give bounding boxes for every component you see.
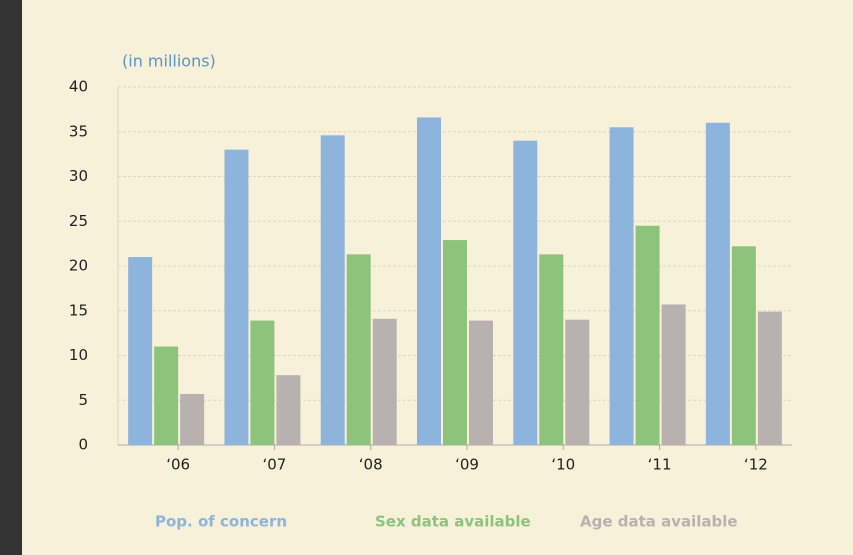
x-tick-label: ‘12 [744, 456, 768, 474]
y-tick-label: 35 [69, 122, 88, 140]
bar [469, 320, 493, 445]
bar [320, 135, 345, 445]
bar [513, 140, 538, 445]
legend-label: Pop. of concern [155, 513, 287, 531]
bar [128, 257, 153, 445]
bar [250, 320, 275, 445]
bar [224, 149, 249, 445]
x-tick-label: ‘06 [166, 456, 190, 474]
bar [539, 254, 564, 445]
bar [609, 127, 634, 446]
bar [276, 375, 301, 445]
bar [635, 225, 660, 445]
bar [154, 346, 179, 445]
y-tick-label: 40 [69, 78, 88, 96]
x-tick-label: ‘08 [359, 456, 383, 474]
unit-label: (in millions) [122, 52, 216, 71]
bar [180, 393, 205, 445]
y-tick-label: 15 [69, 301, 88, 319]
x-tick-label: ‘11 [648, 456, 672, 474]
left-strip [0, 0, 22, 555]
legend-label: Sex data available [375, 513, 531, 531]
bar [417, 117, 441, 446]
x-tick-label: ‘07 [262, 456, 286, 474]
bar [757, 311, 782, 445]
y-tick-label: 25 [69, 212, 88, 230]
bar [705, 122, 730, 446]
bar [731, 246, 756, 445]
y-tick-label: 5 [78, 391, 88, 409]
x-tick-label: ‘09 [455, 456, 479, 474]
bar [443, 240, 467, 445]
bar [372, 318, 397, 445]
y-tick-label: 20 [69, 257, 88, 275]
bar [565, 319, 590, 445]
bar [346, 254, 371, 445]
bar [661, 304, 686, 445]
y-tick-label: 10 [69, 346, 88, 364]
legend-label: Age data available [580, 513, 738, 531]
y-tick-label: 30 [69, 167, 88, 185]
y-tick-label: 0 [78, 436, 88, 454]
x-tick-label: ‘10 [551, 456, 575, 474]
